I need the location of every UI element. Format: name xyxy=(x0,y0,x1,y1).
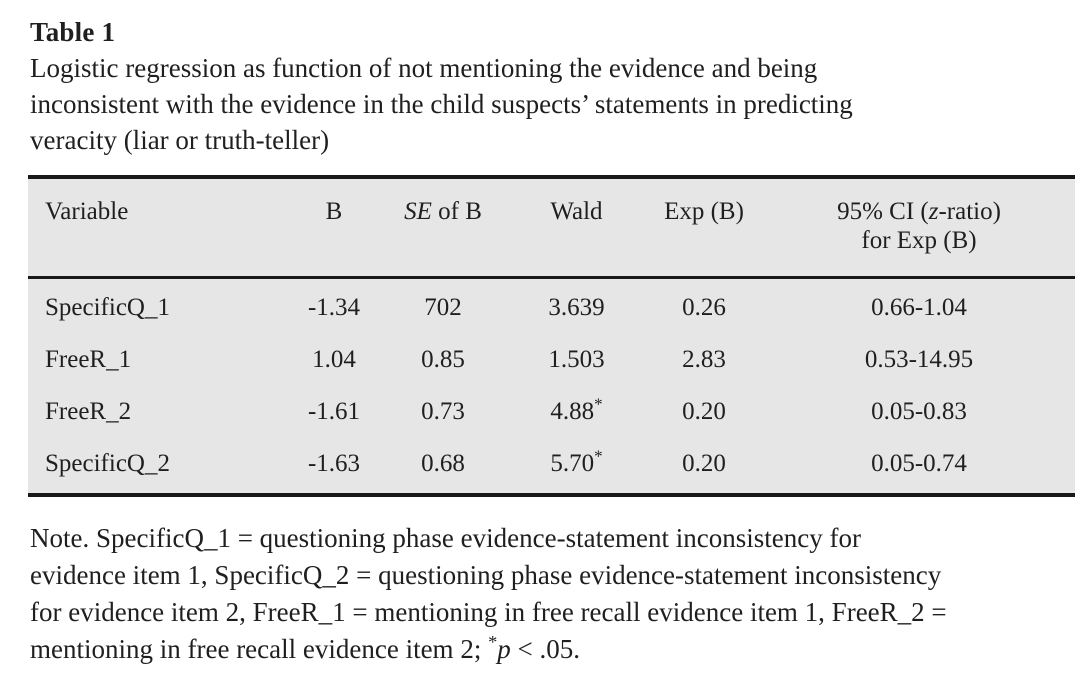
row-variable: SpecificQ_1 xyxy=(45,294,170,321)
row-wald: 1.503 xyxy=(508,346,645,374)
row-exp-b: 0.20 xyxy=(682,450,726,477)
note-line-4-text: mentioning in free recall evidence item … xyxy=(30,634,489,664)
table-body: SpecificQ_1 -1.34 702 3.639 0.26 0.66-1.… xyxy=(28,279,1075,493)
row-wald: 3.639 xyxy=(508,294,645,322)
caption-line-3: veracity (liar or truth-teller) xyxy=(30,125,330,155)
note-line-4: mentioning in free recall evidence item … xyxy=(30,631,1053,668)
table-caption: Logistic regression as function of not m… xyxy=(30,50,1053,158)
row-variable: FreeR_1 xyxy=(45,346,132,373)
caption-line-1: Logistic regression as function of not m… xyxy=(30,53,818,83)
row-se: 0.73 xyxy=(421,398,465,425)
table-header-row: Variable B SE of B Wald Exp (B) 95% CI (… xyxy=(28,179,1075,279)
wald-value: 3.639 xyxy=(548,294,605,321)
row-wald: 4.88* xyxy=(508,394,645,426)
column-header-wald: Wald xyxy=(550,198,603,225)
paper-page: Table 1 Logistic regression as function … xyxy=(28,17,1075,668)
column-header-variable: Variable xyxy=(45,198,129,225)
row-wald: 5.70* xyxy=(508,446,645,478)
significance-threshold: < .05. xyxy=(510,634,580,664)
ci-z-italic: z xyxy=(928,198,939,225)
p-italic: p xyxy=(497,634,511,664)
row-ci: 0.05-0.83 xyxy=(871,398,967,425)
row-b: -1.61 xyxy=(307,398,361,425)
wald-value: 5.70 xyxy=(550,450,595,477)
note-line-2: evidence item 1, SpecificQ_2 = questioni… xyxy=(30,560,942,590)
table-row: SpecificQ_1 -1.34 702 3.639 0.26 0.66-1.… xyxy=(28,282,1075,334)
ci-header-line-2: for Exp (B) xyxy=(861,227,977,254)
note-line-1: Note. SpecificQ_1 = questioning phase ev… xyxy=(30,523,861,553)
row-variable: FreeR_2 xyxy=(45,398,132,425)
column-header-b: B xyxy=(325,198,343,225)
ci-prefix: 95% CI ( xyxy=(837,198,929,225)
row-se: 0.68 xyxy=(421,450,465,477)
table-row: FreeR_2 -1.61 0.73 4.88* 0.20 0.05-0.83 xyxy=(28,386,1075,438)
se-rest: of B xyxy=(431,198,482,225)
wald-star: * xyxy=(594,446,603,466)
table-row: FreeR_1 1.04 0.85 1.503 2.83 0.53-14.95 xyxy=(28,334,1075,386)
row-ci: 0.66-1.04 xyxy=(871,294,967,321)
row-ci: 0.05-0.74 xyxy=(871,450,967,477)
significance-star: * xyxy=(488,632,498,652)
column-header-ci: 95% CI (z-ratio) for Exp (B) xyxy=(763,198,1075,255)
ci-header-line-1: 95% CI (z-ratio) xyxy=(763,198,1075,226)
column-header-exp-b: Exp (B) xyxy=(664,198,744,225)
regression-table: Variable B SE of B Wald Exp (B) 95% CI (… xyxy=(28,175,1075,497)
column-header-se: SE of B xyxy=(378,198,508,226)
table-row: SpecificQ_2 -1.63 0.68 5.70* 0.20 0.05-0… xyxy=(28,438,1075,490)
row-b: -1.34 xyxy=(307,294,361,321)
wald-star: * xyxy=(594,394,603,414)
ci-suffix: -ratio) xyxy=(938,198,1001,225)
table-label: Table 1 xyxy=(30,17,116,47)
row-ci: 0.53-14.95 xyxy=(864,346,974,373)
se-italic: SE xyxy=(404,198,432,225)
row-variable: SpecificQ_2 xyxy=(45,450,170,477)
row-exp-b: 2.83 xyxy=(682,346,726,373)
row-b: 1.04 xyxy=(312,346,356,373)
row-exp-b: 0.26 xyxy=(682,294,726,321)
row-exp-b: 0.20 xyxy=(682,398,726,425)
note-line-3: for evidence item 2, FreeR_1 = mentionin… xyxy=(30,597,947,627)
wald-value: 4.88 xyxy=(550,398,595,425)
row-se: 0.85 xyxy=(421,346,465,373)
row-se: 702 xyxy=(424,294,462,321)
row-b: -1.63 xyxy=(307,450,361,477)
table-note: Note. SpecificQ_1 = questioning phase ev… xyxy=(30,520,1053,668)
wald-value: 1.503 xyxy=(548,346,605,373)
caption-line-2: inconsistent with the evidence in the ch… xyxy=(30,89,853,119)
